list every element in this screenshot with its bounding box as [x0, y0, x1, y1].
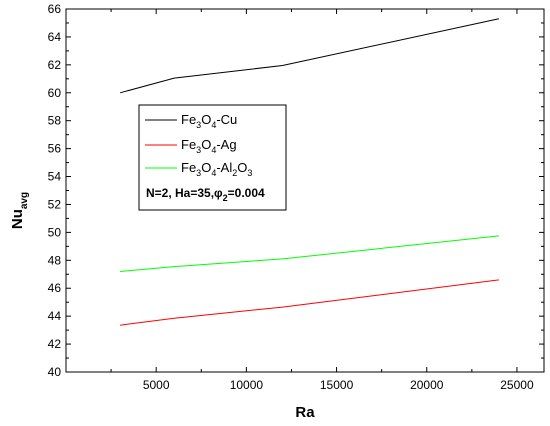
- subscript-text: 2: [232, 168, 237, 178]
- subscript-text: 3: [196, 145, 201, 155]
- label-text: =0.004: [228, 186, 265, 200]
- x-tick-label: 10000: [230, 378, 264, 392]
- label-text: O: [201, 112, 211, 127]
- y-tick-label: 54: [48, 170, 62, 184]
- y-tick-label: 58: [48, 114, 62, 128]
- y-axis-title-main: Nu: [9, 209, 26, 229]
- series-line-1: [120, 279, 499, 326]
- legend-label-2: Fe3O4-Al2O3: [181, 160, 252, 178]
- y-tick-label: 52: [48, 197, 62, 211]
- subscript-text: 3: [196, 168, 201, 178]
- label-text: φ: [214, 186, 223, 200]
- x-tick-label: 25000: [500, 378, 534, 392]
- y-tick-label: 56: [48, 142, 62, 156]
- label-text: O: [201, 137, 211, 152]
- y-tick-label: 44: [48, 309, 62, 323]
- y-axis-title-sub: avg: [19, 192, 30, 209]
- x-tick-label: 5000: [143, 378, 170, 392]
- tick-labels: 5000 10000 15000 20000 250004042444648505254…: [48, 2, 534, 392]
- label-text: N=2, Ha=35,: [146, 186, 214, 200]
- label-text: O: [201, 160, 211, 175]
- subscript-text: 4: [211, 168, 216, 178]
- y-tick-label: 42: [48, 337, 62, 351]
- subscript-text: 2: [223, 193, 228, 203]
- label-text: -Ag: [216, 137, 236, 152]
- series-line-0: [119, 18, 500, 94]
- legend-label-1: Fe3O4-Ag: [181, 137, 237, 155]
- subscript-text: 3: [247, 168, 252, 178]
- y-axis-title: Nuavg: [9, 192, 30, 229]
- y-tick-label: 66: [48, 2, 62, 16]
- legend-box: [138, 104, 287, 211]
- legend-annotation: N=2, Ha=35,φ2=0.004: [146, 186, 265, 203]
- subscript-text: 4: [211, 120, 216, 130]
- y-tick-label: 46: [48, 281, 62, 295]
- label-text: O: [237, 160, 247, 175]
- y-tick-label: 40: [48, 365, 62, 379]
- series-line-2: [120, 235, 499, 272]
- y-tick-label: 64: [48, 30, 62, 44]
- legend-label-0: Fe3O4-Cu: [181, 112, 237, 130]
- y-tick-label: 48: [48, 253, 62, 267]
- x-tick-label: 20000: [410, 378, 444, 392]
- x-tick-label: 15000: [320, 378, 354, 392]
- label-text: Fe: [181, 160, 196, 175]
- series-lines: [119, 18, 500, 326]
- label-text: Fe: [181, 112, 196, 127]
- x-axis-title: Ra: [295, 404, 315, 421]
- label-text: Fe: [181, 137, 196, 152]
- label-text: -Cu: [216, 112, 237, 127]
- y-tick-label: 50: [48, 225, 62, 239]
- subscript-text: 4: [211, 145, 216, 155]
- label-text: -Al: [216, 160, 232, 175]
- y-tick-label: 62: [48, 58, 62, 72]
- y-tick-label: 60: [48, 86, 62, 100]
- subscript-text: 3: [196, 120, 201, 130]
- axis-ticks: [66, 8, 544, 373]
